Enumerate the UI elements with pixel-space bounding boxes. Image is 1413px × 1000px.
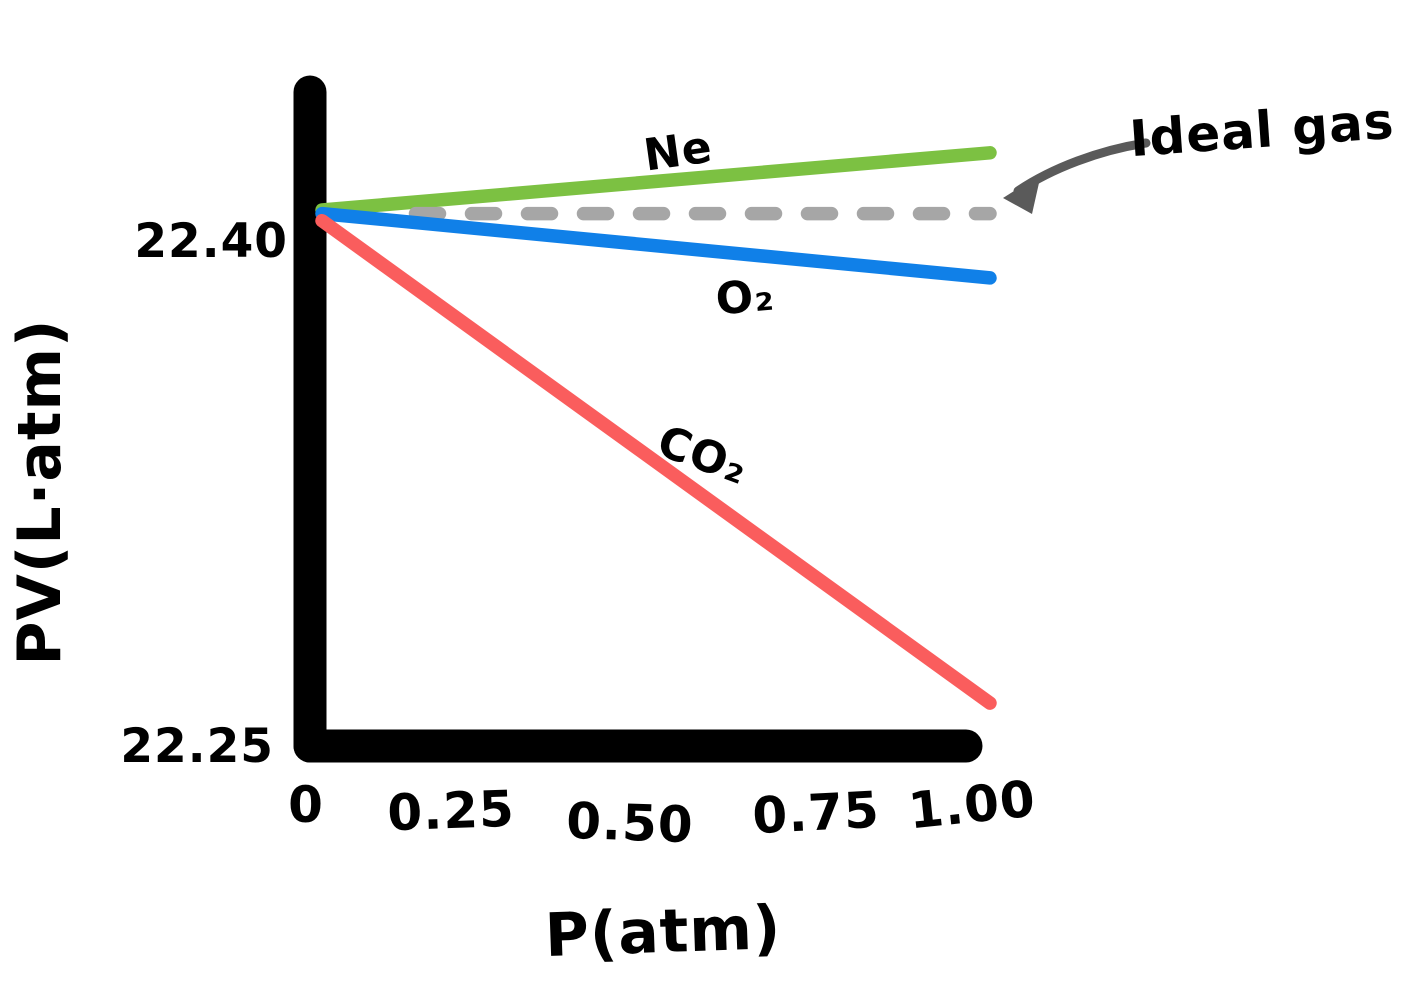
ne-label: Ne [641, 121, 716, 181]
y-tick-labels: 22.40 22.25 [120, 214, 288, 774]
x-tick-100: 1.00 [906, 769, 1039, 840]
co2-line [315, 213, 997, 710]
x-tick-025: 0.25 [386, 780, 515, 842]
annotation-label: Ideal gas [1128, 92, 1396, 168]
x-axis-title: P(atm) [544, 893, 783, 971]
x-tick-075: 0.75 [751, 781, 881, 846]
axes [293, 75, 983, 763]
annotation-arrowhead-icon [1003, 174, 1041, 214]
x-tick-050: 0.50 [565, 792, 694, 854]
ideal-gas-annotation: Ideal gas [1003, 92, 1396, 214]
y-axis-title: PV(L·atm) [5, 319, 75, 666]
y-tick-2240: 22.40 [134, 214, 288, 269]
y-tick-2225: 22.25 [120, 719, 274, 774]
co2-label: CO₂ [651, 416, 755, 495]
axis-titles: P(atm) PV(L·atm) [5, 319, 782, 972]
x-tick-0: 0 [288, 776, 324, 834]
ne-line [315, 146, 997, 217]
x-tick-labels: 0 0.25 0.50 0.75 1.00 [288, 769, 1038, 854]
series-lines [315, 146, 997, 710]
o2-line [315, 206, 997, 285]
o2-label: O₂ [714, 270, 777, 326]
